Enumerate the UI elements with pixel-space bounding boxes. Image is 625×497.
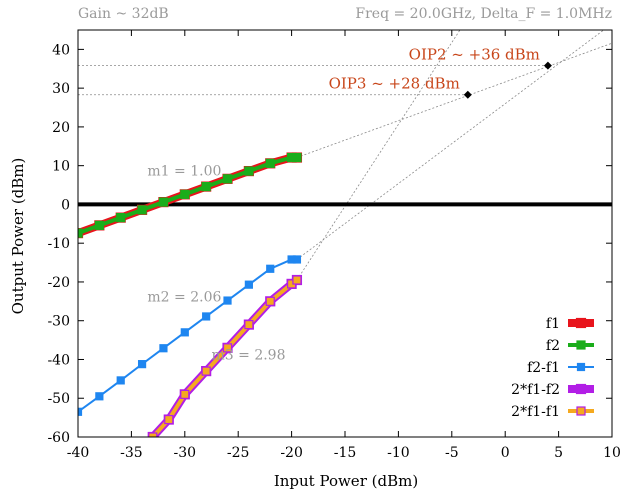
series-point-2-7	[224, 297, 231, 304]
y-tick-label-7: 10	[52, 159, 70, 175]
legend-swatch-marker-4	[577, 407, 585, 415]
series-point-4-1	[165, 416, 173, 424]
y-tick-label-4: -20	[47, 275, 70, 291]
x-tick-label-0: -40	[67, 445, 90, 461]
series-point-4-8	[293, 276, 301, 284]
series-point-4-2	[181, 390, 189, 398]
legend-swatch-marker-2	[578, 364, 585, 371]
extrapolation-line-2	[297, 26, 463, 280]
legend-label-4: 2*f1-f1	[511, 404, 560, 420]
legend-label-3: 2*f1-f2	[511, 382, 560, 398]
legend-swatch-marker-1	[577, 341, 585, 349]
series-point-1-3	[138, 206, 146, 214]
header-right: Freq = 20.0GHz, Delta_F = 1.0MHz	[355, 6, 612, 22]
intercept-label-0: OIP2 ~ +36 dBm	[409, 46, 540, 64]
series-point-4-5	[245, 321, 253, 329]
series-point-2-4	[160, 345, 167, 352]
x-tick-label-2: -30	[174, 445, 197, 461]
y-tick-label-2: -40	[47, 352, 70, 368]
intercept-marker-1	[464, 91, 472, 99]
legend: f1 f2 f2-f1 2*f1-f2 2*f1-f1	[511, 316, 594, 420]
series-point-2-8	[245, 281, 252, 288]
series-point-2-3	[139, 361, 146, 368]
series-point-4-6	[266, 297, 274, 305]
y-tick-label-1: -50	[47, 391, 70, 407]
series-point-1-11	[293, 154, 301, 162]
y-tick-label-10: 40	[52, 42, 70, 58]
series-point-2-2	[117, 377, 124, 384]
y-tick-label-5: -10	[47, 236, 70, 252]
y-tick-label-0: -60	[47, 430, 70, 446]
x-tick-label-10: 10	[603, 445, 621, 461]
series-point-1-4	[159, 198, 167, 206]
legend-label-1: f2	[546, 338, 560, 354]
x-tick-label-1: -35	[120, 445, 143, 461]
y-tick-label-3: -30	[47, 314, 70, 330]
x-tick-label-9: 5	[554, 445, 563, 461]
x-tick-label-6: -10	[387, 445, 410, 461]
series-point-2-1	[96, 393, 103, 400]
slope-label-2: m3 = 2.98	[212, 347, 286, 363]
series-point-1-9	[266, 159, 274, 167]
series-point-1-8	[245, 167, 253, 175]
series-point-1-2	[117, 214, 125, 222]
x-tick-label-3: -25	[227, 445, 250, 461]
x-tick-label-4: -20	[280, 445, 303, 461]
y-tick-label-8: 20	[52, 120, 70, 136]
y-axis-label: Output Power (dBm)	[9, 158, 27, 315]
y-tick-label-9: 30	[52, 81, 70, 97]
series-point-1-5	[181, 190, 189, 198]
series-point-4-3	[202, 367, 210, 375]
x-tick-label-8: 0	[501, 445, 510, 461]
y-tick-label-6: 0	[61, 197, 70, 213]
slope-label-1: m2 = 2.06	[147, 289, 221, 305]
legend-label-2: f2-f1	[527, 360, 560, 376]
series-point-2-9	[267, 265, 274, 272]
series-point-1-1	[95, 221, 103, 229]
x-tick-label-7: -5	[445, 445, 459, 461]
series-point-1-7	[224, 175, 232, 183]
series-point-2-11	[293, 256, 300, 263]
intercept-label-1: OIP3 ~ +28 dBm	[329, 75, 460, 93]
intercept-marker-0	[544, 62, 552, 70]
legend-label-0: f1	[546, 316, 560, 332]
legend-swatch-marker-0	[577, 319, 586, 328]
x-tick-label-5: -15	[334, 445, 357, 461]
legend-swatch-marker-3	[577, 385, 586, 394]
series-point-1-6	[202, 183, 210, 191]
series-point-2-6	[203, 313, 210, 320]
series-point-2-5	[181, 329, 188, 336]
slope-label-0: m1 = 1.00	[147, 163, 221, 179]
x-axis-label: Input Power (dBm)	[274, 472, 418, 490]
header-left: Gain ~ 32dB	[78, 6, 169, 22]
